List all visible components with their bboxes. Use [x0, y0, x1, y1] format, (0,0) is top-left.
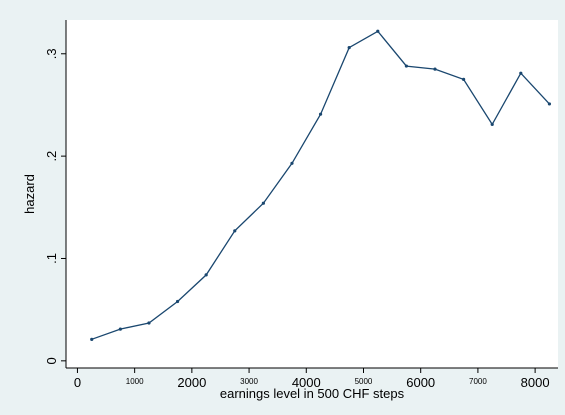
y-axis-ticks: 0 .1 .2 .3 — [44, 48, 66, 364]
data-point — [376, 29, 380, 33]
y-axis-title: hazard — [22, 174, 37, 214]
data-point — [118, 327, 122, 331]
x-tick-label: 5000 — [355, 377, 373, 386]
data-point — [204, 273, 208, 277]
data-points — [90, 29, 552, 341]
plot-area — [66, 20, 558, 368]
data-point — [462, 77, 466, 81]
data-point — [347, 46, 351, 50]
x-axis-title: earnings level in 500 CHF steps — [220, 386, 405, 401]
x-tick-label: 7000 — [469, 377, 487, 386]
y-tick-label: .3 — [44, 48, 59, 59]
y-tick-label: 0 — [44, 357, 59, 364]
data-point — [90, 337, 94, 341]
data-point — [290, 161, 294, 165]
x-tick-label: 1000 — [126, 377, 144, 386]
data-point — [147, 321, 151, 325]
data-point — [433, 67, 437, 71]
data-point — [233, 229, 237, 233]
x-tick-label: 8000 — [521, 375, 550, 390]
x-axis-ticks: 0 1000 2000 3000 4000 5000 6000 7000 8000 — [74, 368, 550, 390]
data-point — [547, 102, 552, 106]
data-point — [404, 64, 408, 68]
x-tick-label: 0 — [74, 375, 81, 390]
y-tick-label: .1 — [44, 253, 59, 264]
x-tick-label: 2000 — [177, 375, 206, 390]
x-tick-label: 3000 — [240, 377, 258, 386]
x-tick-label: 4000 — [292, 375, 321, 390]
data-point — [519, 71, 523, 75]
data-point — [175, 299, 180, 304]
y-tick-label: .2 — [44, 151, 59, 162]
x-tick-label: 6000 — [406, 375, 435, 390]
data-point — [261, 201, 265, 205]
data-point — [318, 112, 323, 116]
data-point — [490, 122, 494, 126]
